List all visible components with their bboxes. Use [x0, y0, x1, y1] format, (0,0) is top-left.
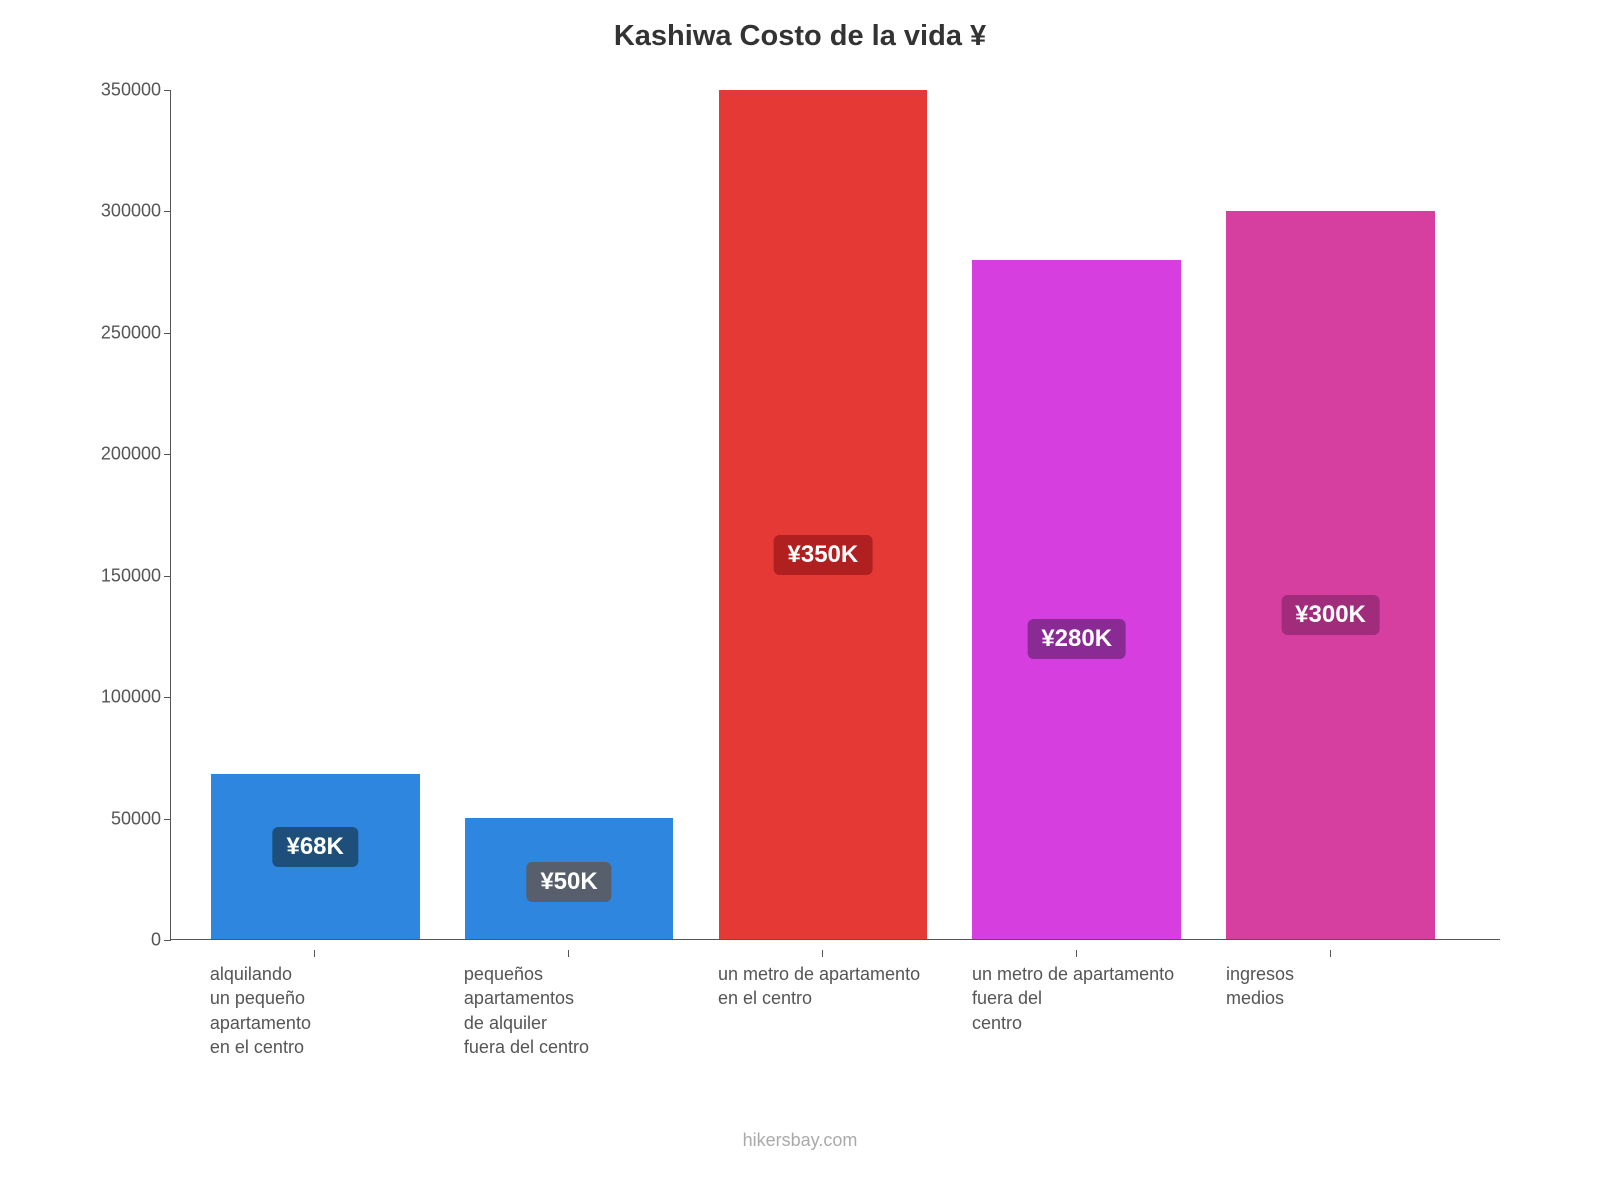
- bar: ¥68K: [211, 774, 420, 939]
- y-tick-label: 150000: [101, 565, 171, 586]
- bar: ¥300K: [1226, 211, 1435, 939]
- y-tick-label: 350000: [101, 80, 171, 101]
- x-axis-label: ingresos medios: [1226, 962, 1480, 1011]
- x-axis-label: pequeños apartamentos de alquiler fuera …: [464, 962, 718, 1059]
- x-axis-label: alquilando un pequeño apartamento en el …: [210, 962, 464, 1059]
- bar: ¥280K: [972, 260, 1181, 939]
- bar-value-badge: ¥68K: [272, 827, 357, 867]
- bar-value-badge: ¥350K: [773, 535, 872, 575]
- y-tick-label: 250000: [101, 322, 171, 343]
- y-tick-label: 200000: [101, 444, 171, 465]
- bars-group: ¥68K ¥50K ¥350K ¥280K ¥300K: [171, 90, 1500, 939]
- cost-of-living-chart: Kashiwa Costo de la vida ¥ 0500001000001…: [60, 20, 1540, 1140]
- bar-value-badge: ¥300K: [1281, 595, 1380, 635]
- bar-value-badge: ¥50K: [526, 862, 611, 902]
- y-tick-label: 300000: [101, 201, 171, 222]
- bar: ¥350K: [719, 90, 928, 939]
- bar-value-badge: ¥280K: [1027, 619, 1126, 659]
- bar: ¥50K: [465, 818, 674, 939]
- y-tick-label: 50000: [111, 808, 171, 829]
- y-tick-label: 100000: [101, 687, 171, 708]
- chart-title: Kashiwa Costo de la vida ¥: [60, 20, 1540, 53]
- source-attribution: hikersbay.com: [60, 1130, 1540, 1151]
- plot-area: 0500001000001500002000002500003000003500…: [170, 90, 1500, 940]
- x-axis-label: un metro de apartamento fuera del centro: [972, 962, 1226, 1035]
- y-tick-label: 0: [151, 930, 171, 951]
- x-axis-label: un metro de apartamento en el centro: [718, 962, 972, 1011]
